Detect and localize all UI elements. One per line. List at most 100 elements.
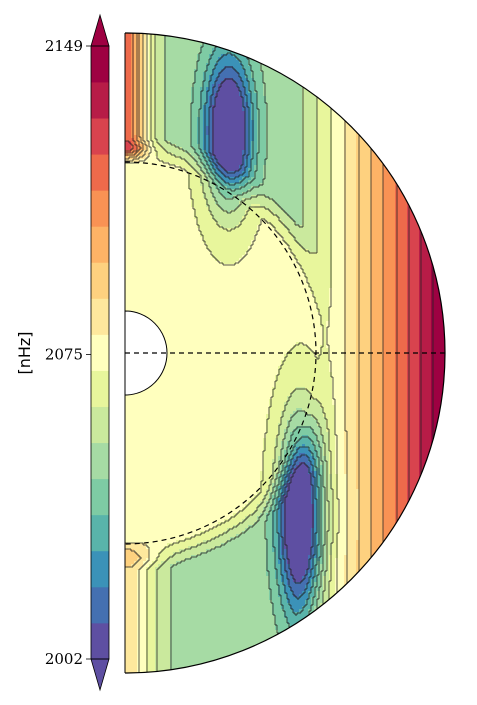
contour-fill-cell <box>125 78 129 82</box>
contour-fill-cell <box>143 438 147 442</box>
contour-fill-cell <box>179 582 183 586</box>
contour-fill-cell <box>188 513 192 517</box>
contour-fill-cell <box>155 432 159 436</box>
contour-fill-cell <box>158 546 162 550</box>
contour-fill-cell <box>176 579 180 583</box>
contour-fill-cell <box>164 69 168 73</box>
contour-fill-cell <box>179 612 183 616</box>
contour-fill-cell <box>182 489 186 493</box>
contour-fill-cell <box>185 324 189 328</box>
contour-fill-cell <box>167 273 171 277</box>
contour-fill-cell <box>176 594 180 598</box>
contour-fill-cell <box>164 492 168 496</box>
contour-fill-cell <box>191 543 195 547</box>
contour-fill-cell <box>170 471 174 475</box>
contour-fill-cell <box>155 93 159 97</box>
contour-fill-cell <box>125 432 129 436</box>
contour-fill-cell <box>161 453 165 457</box>
contour-fill-cell <box>158 585 162 589</box>
contour-fill-cell <box>161 144 165 148</box>
contour-fill-cell <box>161 315 165 319</box>
contour-fill-cell <box>131 507 135 511</box>
contour-fill-cell <box>185 315 189 319</box>
contour-fill-cell <box>188 411 192 415</box>
contour-fill-cell <box>128 525 132 529</box>
contour-fill-cell <box>191 426 195 430</box>
contour-fill-cell <box>167 453 171 457</box>
contour-fill-cell <box>143 513 147 517</box>
contour-fill-cell <box>161 105 165 109</box>
contour-fill-cell <box>173 252 177 256</box>
contour-fill-cell <box>128 99 132 103</box>
contour-fill-cell <box>188 123 192 127</box>
contour-fill-cell <box>167 36 171 40</box>
contour-fill-cell <box>125 174 129 178</box>
contour-fill-cell <box>143 294 147 298</box>
colorbar-extend-max-arrow <box>90 13 110 47</box>
contour-fill-cell <box>152 660 156 664</box>
contour-fill-cell <box>191 330 195 334</box>
contour-fill-cell <box>170 591 174 595</box>
contour-fill-cell <box>176 276 180 280</box>
contour-fill-cell <box>161 423 165 427</box>
contour-fill-cell <box>167 54 171 58</box>
contour-fill-cell <box>182 447 186 451</box>
contour-fill-cell <box>176 492 180 496</box>
contour-fill-cell <box>149 447 153 451</box>
contour-fill-cell <box>146 210 150 214</box>
contour-fill-cell <box>131 474 135 478</box>
contour-fill-cell <box>149 144 153 148</box>
contour-fill-cell <box>149 426 153 430</box>
contour-fill-cell <box>134 504 138 508</box>
contour-fill-cell <box>164 414 168 418</box>
contour-fill-cell <box>188 180 192 184</box>
contour-fill-cell <box>152 489 156 493</box>
contour-fill-cell <box>128 291 132 295</box>
contour-fill-cell <box>131 168 135 172</box>
contour-fill-cell <box>164 438 168 442</box>
contour-fill-cell <box>191 582 195 586</box>
contour-fill-cell <box>176 630 180 634</box>
contour-fill-cell <box>185 594 189 598</box>
contour-fill-cell <box>191 585 195 589</box>
contour-fill-cell <box>182 411 186 415</box>
contour-fill-cell <box>158 228 162 232</box>
contour-fill-cell <box>152 537 156 541</box>
contour-fill-cell <box>164 258 168 262</box>
contour-fill-cell <box>161 177 165 181</box>
contour-fill-cell <box>173 93 177 97</box>
colorbar-band <box>91 82 109 119</box>
contour-fill-cell <box>152 36 156 40</box>
contour-fill-cell <box>149 459 153 463</box>
contour-fill-cell <box>191 213 195 217</box>
contour-fill-cell <box>152 498 156 502</box>
contour-fill-cell <box>191 150 195 154</box>
contour-fill-cell <box>158 627 162 631</box>
contour-fill-cell <box>158 252 162 256</box>
contour-fill-cell <box>194 120 198 124</box>
contour-fill-cell <box>191 600 195 604</box>
contour-fill-cell <box>182 42 186 46</box>
contour-fill-cell <box>125 147 129 151</box>
contour-fill-cell <box>164 378 168 382</box>
contour-fill-cell <box>131 174 135 178</box>
contour-fill-cell <box>176 60 180 64</box>
contour-fill-cell <box>143 75 147 79</box>
contour-fill-cell <box>143 231 147 235</box>
contour-fill-cell <box>143 111 147 115</box>
contour-fill-cell <box>125 297 129 301</box>
contour-fill-cell <box>158 141 162 145</box>
contour-fill-cell <box>140 471 144 475</box>
contour-fill-cell <box>185 528 189 532</box>
contour-fill-cell <box>146 615 150 619</box>
contour-fill-cell <box>179 117 183 121</box>
contour-fill-cell <box>158 153 162 157</box>
contour-fill-cell <box>134 294 138 298</box>
contour-fill-cell <box>173 33 177 37</box>
contour-fill-cell <box>164 645 168 649</box>
contour-fill-cell <box>149 492 153 496</box>
contour-fill-cell <box>182 270 186 274</box>
contour-fill-cell <box>164 537 168 541</box>
contour-fill-cell <box>149 207 153 211</box>
contour-fill-cell <box>179 465 183 469</box>
